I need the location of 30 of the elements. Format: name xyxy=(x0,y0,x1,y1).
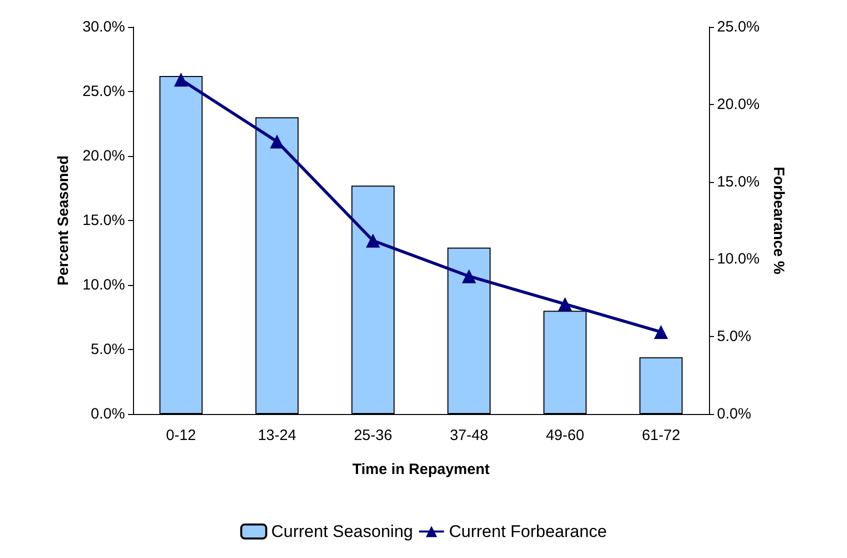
y2-tick-label: 25.0% xyxy=(717,18,760,36)
y-tick-label: 5.0% xyxy=(90,341,125,358)
x-axis-title: Time in Repayment xyxy=(352,461,490,478)
point xyxy=(366,234,380,248)
point xyxy=(654,324,668,339)
point xyxy=(174,72,188,87)
x-tick-label: 13-24 xyxy=(258,427,296,444)
legend-label: Current Seasoning xyxy=(271,522,413,541)
point xyxy=(270,134,284,149)
y-tick-label: 30.0% xyxy=(82,18,125,36)
y-tick-label: 20.0% xyxy=(82,148,125,164)
y-tick-label: 15.0% xyxy=(82,212,125,229)
y2-tick-label: 5.0% xyxy=(717,328,752,346)
x-tick-label: 0-12 xyxy=(166,427,196,444)
y2-tick-label: 15.0% xyxy=(717,173,760,190)
x-tick-label: 25-36 xyxy=(354,427,392,444)
y-tick-label: 0.0% xyxy=(90,406,125,422)
y-tick-label: 10.0% xyxy=(82,276,125,294)
y-axis-title: Percent Seasoned xyxy=(55,155,72,286)
y-tick-label: 25.0% xyxy=(82,83,125,100)
y2-tick-label: 0.0% xyxy=(717,406,752,422)
y2-axis-title: Forbearance % xyxy=(770,166,787,274)
point xyxy=(558,297,572,312)
y2-tick-label: 20.0% xyxy=(717,96,760,113)
x-tick-label: 37-48 xyxy=(450,427,488,444)
legend-label: Current Forbearance xyxy=(448,522,607,541)
point xyxy=(462,269,476,284)
x-tick-label: 49-60 xyxy=(546,427,584,444)
x-tick-label: 61-72 xyxy=(642,427,680,444)
y2-tick-label: 10.0% xyxy=(717,250,760,268)
